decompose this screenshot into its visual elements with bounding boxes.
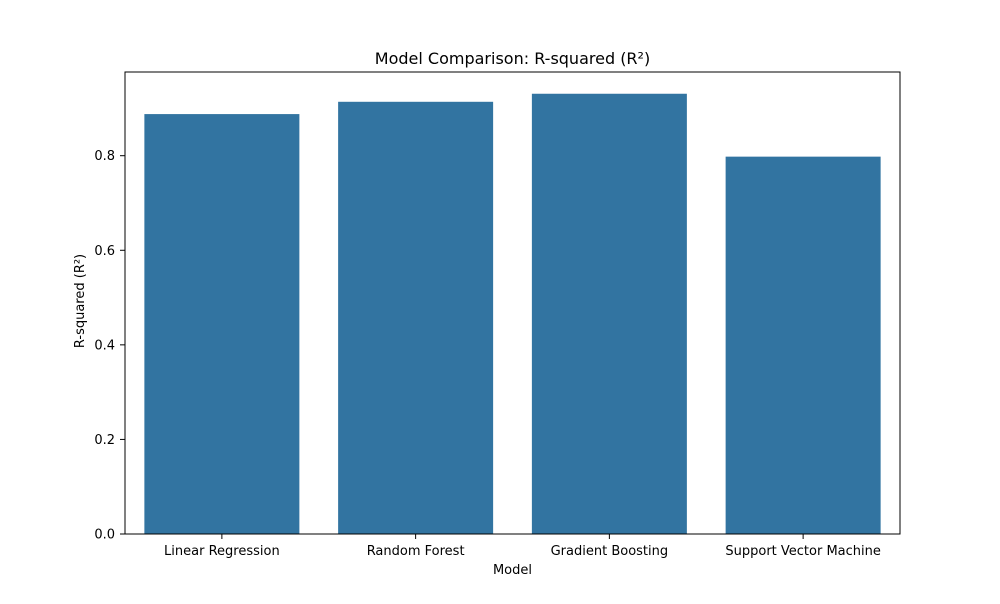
x-axis-label: Model xyxy=(493,563,532,578)
bar-3 xyxy=(725,156,881,534)
y-tick-label: 0.8 xyxy=(94,149,115,164)
x-tick-label: Support Vector Machine xyxy=(725,544,881,559)
y-tick-label: 0.0 xyxy=(94,528,115,543)
bar-1 xyxy=(338,101,494,534)
y-axis-label: R-squared (R²) xyxy=(73,254,88,348)
y-tick-label: 0.4 xyxy=(94,338,115,353)
bars-layer xyxy=(144,93,881,535)
x-tick-label: Gradient Boosting xyxy=(551,544,669,559)
chart-title: Model Comparison: R-squared (R²) xyxy=(375,49,650,68)
bar-2 xyxy=(531,93,687,534)
y-tick-label: 0.2 xyxy=(94,433,115,448)
y-tick-label: 0.6 xyxy=(94,244,115,259)
x-tick-label: Random Forest xyxy=(367,544,465,559)
axes-layer: Linear Regression Random Forest Gradient B… xyxy=(94,71,901,559)
x-tick-label: Linear Regression xyxy=(164,544,280,559)
plot-frame xyxy=(124,71,901,535)
bar-0 xyxy=(144,114,300,535)
